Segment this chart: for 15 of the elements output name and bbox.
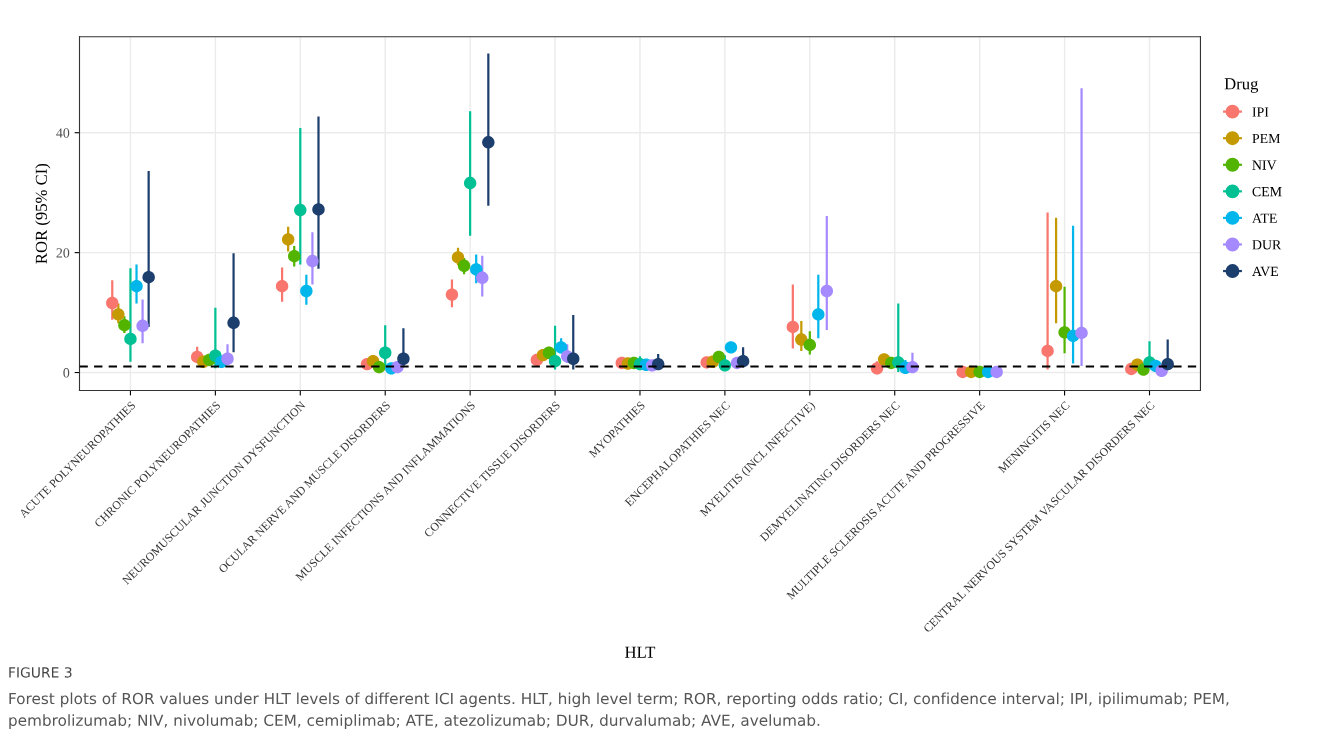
legend-label: PEM	[1252, 133, 1281, 144]
y-tick-label: 0	[63, 368, 70, 378]
y-tick-label: 20	[56, 248, 70, 258]
y-axis-title: ROR (95% CI)	[35, 163, 51, 264]
legend-label: NIV	[1252, 160, 1277, 170]
legend-label: ATE	[1252, 213, 1277, 223]
legend-label: CEM	[1252, 187, 1282, 197]
legend-title: Drug	[1224, 78, 1259, 93]
text: Forest plots of ROR values under HLT levels of different ICI agents. HLT, high level term; ROR, reporting odds ratio; CI, confidence interval; IPI, ipilimumab; PEM, pembrolizumab; NIV, nivolumab; CEM, cemiplimab; ATE, atezolizumab; DUR, durvalumab; AVE, avelumab.	[9, 692, 1229, 729]
y-tick-label: 40	[56, 128, 70, 138]
caption: FIGURE 3	[9, 667, 72, 678]
legend-label: DUR	[1252, 240, 1282, 250]
x-axis-title: HLT	[625, 646, 656, 658]
legend-label: IPI	[1252, 107, 1269, 117]
legend-label: AVE	[1252, 266, 1278, 277]
